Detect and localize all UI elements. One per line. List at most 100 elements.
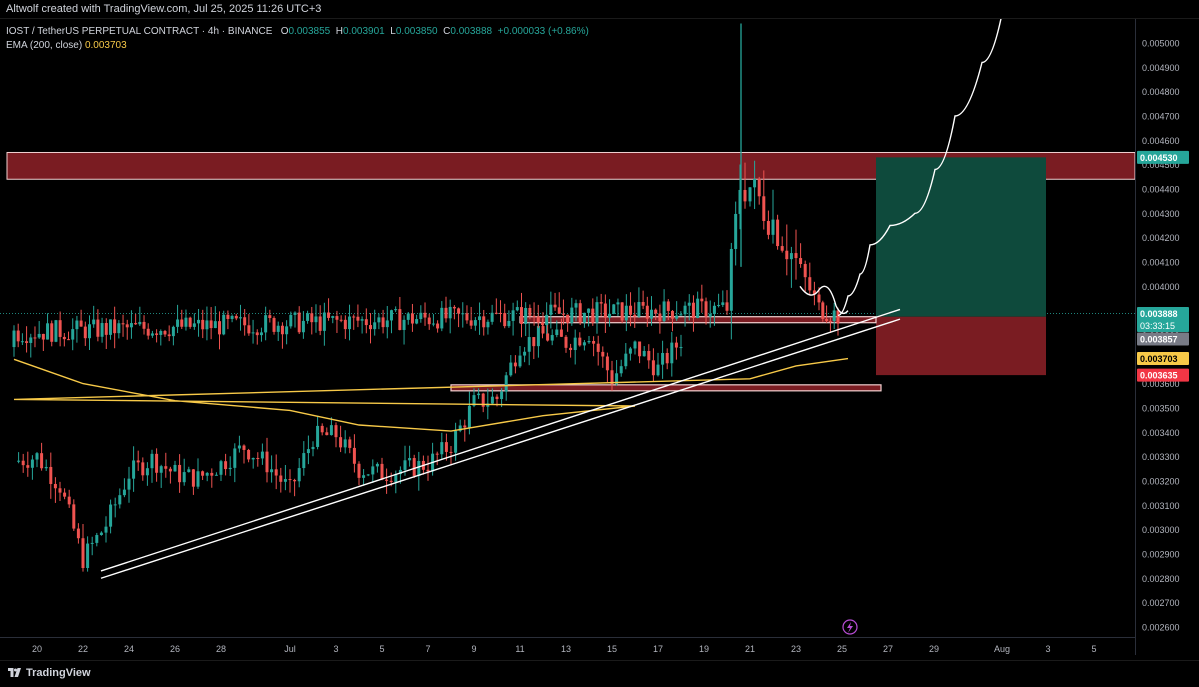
candle-body <box>104 526 108 533</box>
candle-body <box>37 333 41 338</box>
time-tick-label: 5 <box>379 644 384 654</box>
candle-body <box>532 315 536 317</box>
candle-body <box>214 474 218 476</box>
candle-body <box>155 453 159 473</box>
candle-body <box>423 312 427 318</box>
event-icon[interactable] <box>842 619 858 635</box>
price-axis[interactable]: 0.005000 0.004900 0.004800 0.004700 0.004600… <box>1135 19 1199 655</box>
candle-body <box>490 312 494 322</box>
candle-body <box>352 316 356 318</box>
price-tick-label: 0.003300 <box>1142 452 1180 462</box>
current-price-tag: 0.003888 <box>1140 309 1178 319</box>
candle-body <box>656 364 660 376</box>
time-tick-label: 17 <box>653 644 663 654</box>
candle-body <box>436 323 440 329</box>
open-label: O <box>280 26 289 37</box>
candle-body <box>20 341 24 343</box>
candle-body <box>582 312 586 323</box>
candle-body <box>50 323 54 342</box>
time-tick-label: Jul <box>284 644 296 654</box>
time-tick-label: 5 <box>1091 644 1096 654</box>
price-tick-label: 0.003100 <box>1142 501 1180 511</box>
candle-body <box>256 457 260 459</box>
candle-body <box>264 315 268 333</box>
candle-body <box>339 437 343 448</box>
candle-body <box>494 312 498 314</box>
candle-body <box>712 305 716 314</box>
candle-body <box>670 342 674 364</box>
candle-body <box>72 504 76 529</box>
candle-body <box>658 313 662 322</box>
chart-area[interactable] <box>0 13 1136 655</box>
candle-body <box>812 290 816 295</box>
candle-body <box>559 329 563 337</box>
candle-body <box>828 320 832 322</box>
price-tick-label: 0.004200 <box>1142 233 1180 243</box>
candle-body <box>159 331 163 335</box>
candle-body <box>402 319 406 330</box>
candle-body <box>274 469 278 476</box>
candle-body <box>553 304 557 308</box>
candle-body <box>369 325 372 330</box>
candle-body <box>334 425 338 438</box>
time-axis-svg[interactable]: 20 22 24 26 28 Jul 3 5 7 9 11 13 15 17 19 21 23 25 27 29 Aug… <box>0 638 1135 660</box>
candle-body <box>608 313 612 318</box>
candle-body <box>515 307 519 311</box>
candle-body <box>260 451 264 459</box>
candle-body <box>121 323 125 325</box>
candle-body <box>601 351 605 357</box>
candle-body <box>108 319 112 335</box>
candle-body <box>482 316 486 328</box>
time-tick-label: 29 <box>929 644 939 654</box>
candle-body <box>348 316 352 330</box>
time-axis[interactable]: 20 22 24 26 28 Jul 3 5 7 9 11 13 15 17 19 21 23 25 27 29 Aug… <box>0 637 1135 660</box>
candle-body <box>748 187 752 202</box>
candle-body <box>596 343 600 352</box>
stop-price-tag: 0.003635 <box>1140 371 1178 381</box>
candle-body <box>603 303 607 318</box>
prev-close-tag-bg <box>1137 332 1189 346</box>
candle-body <box>610 370 614 385</box>
time-tick-label: 22 <box>78 644 88 654</box>
candle-body <box>310 313 314 323</box>
candle-body <box>564 336 568 348</box>
projection-path <box>837 13 1003 317</box>
candle-body <box>218 321 222 335</box>
ema-price-tag-bg <box>1137 352 1189 366</box>
candle-body <box>237 445 241 449</box>
candle-body <box>490 396 494 404</box>
candle-body <box>283 479 287 482</box>
candle-body <box>49 466 53 484</box>
tradingview-logo[interactable]: TradingView <box>8 667 91 679</box>
candle-body <box>146 328 150 336</box>
candle-body <box>738 189 742 214</box>
price-tick-label: 0.004500 <box>1142 160 1180 170</box>
candle-body <box>448 306 452 319</box>
candle-body <box>335 316 339 320</box>
candle-body <box>557 307 561 314</box>
candle-body <box>53 483 57 489</box>
candle-body <box>132 460 136 479</box>
candle-body <box>825 318 829 321</box>
candle-body <box>415 319 419 324</box>
candle-body <box>210 472 214 476</box>
candle-body <box>75 320 79 330</box>
candle-body <box>25 341 29 343</box>
candle-body <box>268 315 272 319</box>
candle-body <box>591 308 595 323</box>
candle-body <box>661 352 665 365</box>
candle-body <box>550 335 554 341</box>
candle-body <box>821 302 825 319</box>
candle-body <box>444 307 448 319</box>
candle-body <box>762 196 766 221</box>
candle-body <box>306 313 310 321</box>
chart-svg[interactable] <box>0 13 1136 655</box>
candle-body <box>481 393 485 407</box>
attribution-bar: Altwolf created with TradingView.com, Ju… <box>0 0 1199 19</box>
price-axis-svg[interactable]: 0.005000 0.004900 0.004800 0.004700 0.004600… <box>1136 19 1199 655</box>
price-tick-label: 0.005000 <box>1142 39 1180 49</box>
candle-body <box>380 463 384 480</box>
candle-body <box>628 348 632 354</box>
candle-body <box>499 312 503 314</box>
time-tick-label: 19 <box>699 644 709 654</box>
